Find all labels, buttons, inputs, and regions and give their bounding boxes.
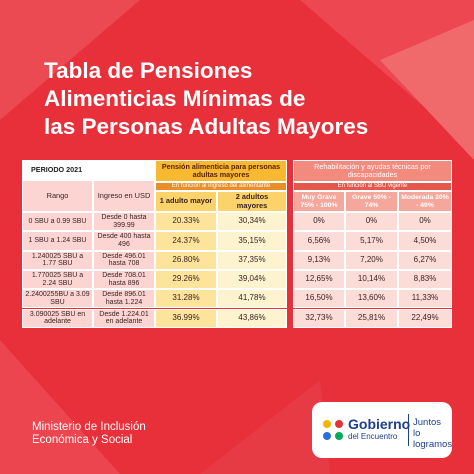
slogan-line: lo logramos bbox=[413, 427, 453, 450]
table-cell: 0% bbox=[293, 212, 345, 232]
group-title: Pensión alimenticia para personas adulta… bbox=[155, 160, 287, 182]
table-cell: 0% bbox=[398, 212, 452, 232]
group-title: Rehabilitación y ayudas técnicas por dis… bbox=[293, 160, 452, 182]
table-cell: Desde 496.01 hasta 708 bbox=[93, 250, 155, 270]
title-line: Alimenticias Mínimas de bbox=[44, 86, 306, 111]
slogan: Juntos lo logramos bbox=[413, 417, 453, 451]
group-note: En función al SBU vigente bbox=[293, 182, 452, 191]
column-header: Rango bbox=[22, 180, 93, 212]
table-cell: 39,04% bbox=[217, 269, 287, 290]
title-line: las Personas Adultas Mayores bbox=[44, 114, 369, 139]
column-header: Grave 50% - 74% bbox=[345, 191, 398, 212]
table-cell: 12,65% bbox=[293, 269, 345, 290]
table-cell: 16,50% bbox=[293, 289, 345, 309]
table-cell: Desde 0 hasta 399.99 bbox=[93, 212, 155, 232]
title: Tabla de Pensiones Alimenticias Mínimas d… bbox=[44, 57, 368, 141]
table-cell: 20.33% bbox=[155, 212, 217, 232]
table-cell: 9,13% bbox=[293, 250, 345, 270]
logo-text: Gobierno del Encuentro bbox=[348, 416, 410, 441]
table-cell: 4,50% bbox=[398, 231, 452, 251]
table-cell: 24.37% bbox=[155, 231, 217, 251]
logo-line: Gobierno bbox=[348, 416, 411, 432]
ministry: Ministerio de Inclusión Económica y Socia… bbox=[32, 421, 146, 447]
period: PERIODO 2021 bbox=[22, 160, 155, 180]
table-cell: 37,35% bbox=[217, 250, 287, 270]
table-cell: 1 SBU a 1.24 SBU bbox=[22, 231, 93, 251]
table-cell: 30,34% bbox=[217, 212, 287, 232]
divider bbox=[408, 414, 409, 446]
table-cell: 10,14% bbox=[345, 269, 398, 290]
ministry-line: Económica y Social bbox=[32, 434, 133, 446]
table-cell: 32,73% bbox=[293, 308, 345, 328]
table-cell: Desde 708.01 hasta 896 bbox=[93, 269, 155, 290]
column-header: Moderada 30% - 49% bbox=[398, 191, 452, 212]
column-header: 1 adulto mayor bbox=[155, 191, 217, 212]
table-cell: 41,78% bbox=[217, 289, 287, 309]
table-cell: 35,15% bbox=[217, 231, 287, 251]
table-cell: 29.26% bbox=[155, 269, 217, 290]
column-header: Muy Grave 75% - 100% bbox=[293, 191, 345, 212]
table-cell: 36.99% bbox=[155, 308, 217, 328]
table-cell: 31.28% bbox=[155, 289, 217, 309]
logo-icon bbox=[323, 420, 343, 440]
table-cell: 1.770025 SBU a 2.24 SBU bbox=[22, 269, 93, 290]
table-cell: 6,27% bbox=[398, 250, 452, 270]
group-note: En función al ingreso del alimentante bbox=[155, 182, 287, 191]
table-cell: 13,60% bbox=[345, 289, 398, 309]
table-cell: Desde 400 hasta 496 bbox=[93, 231, 155, 251]
ministry-line: Ministerio de Inclusión bbox=[32, 421, 146, 433]
table-cell: 22,49% bbox=[398, 308, 452, 328]
table-cell: 26.80% bbox=[155, 250, 217, 270]
title-line: Tabla de Pensiones bbox=[44, 58, 253, 83]
table-cell: Desde 1.224.01 en adelante bbox=[93, 308, 155, 328]
logo-box: Gobierno del Encuentro Juntos lo logramos bbox=[312, 402, 452, 458]
table-cell: 3.090025 SBU en adelante bbox=[22, 308, 93, 328]
table-cell: 43,86% bbox=[217, 308, 287, 328]
table-cell: 1.240025 SBU a 1.77 SBU bbox=[22, 250, 93, 270]
table-cell: 11,33% bbox=[398, 289, 452, 309]
table-cell: 0 SBU a 0.99 SBU bbox=[22, 212, 93, 232]
table-cell: 6,56% bbox=[293, 231, 345, 251]
table-cell: 2.2400255BU a 3.09 SBU bbox=[22, 289, 93, 309]
slogan-line: Juntos bbox=[413, 417, 441, 428]
logo-line: del Encuentro bbox=[348, 432, 398, 441]
column-header: 2 adultos mayores bbox=[217, 191, 287, 212]
table-cell: 8,83% bbox=[398, 269, 452, 290]
table-cell: 7,20% bbox=[345, 250, 398, 270]
column-header: Ingreso en USD bbox=[93, 180, 155, 212]
table-cell: 0% bbox=[345, 212, 398, 232]
table-cell: Desde 896.01 hasta 1.224 bbox=[93, 289, 155, 309]
table-cell: 25,81% bbox=[345, 308, 398, 328]
table-cell: 5,17% bbox=[345, 231, 398, 251]
